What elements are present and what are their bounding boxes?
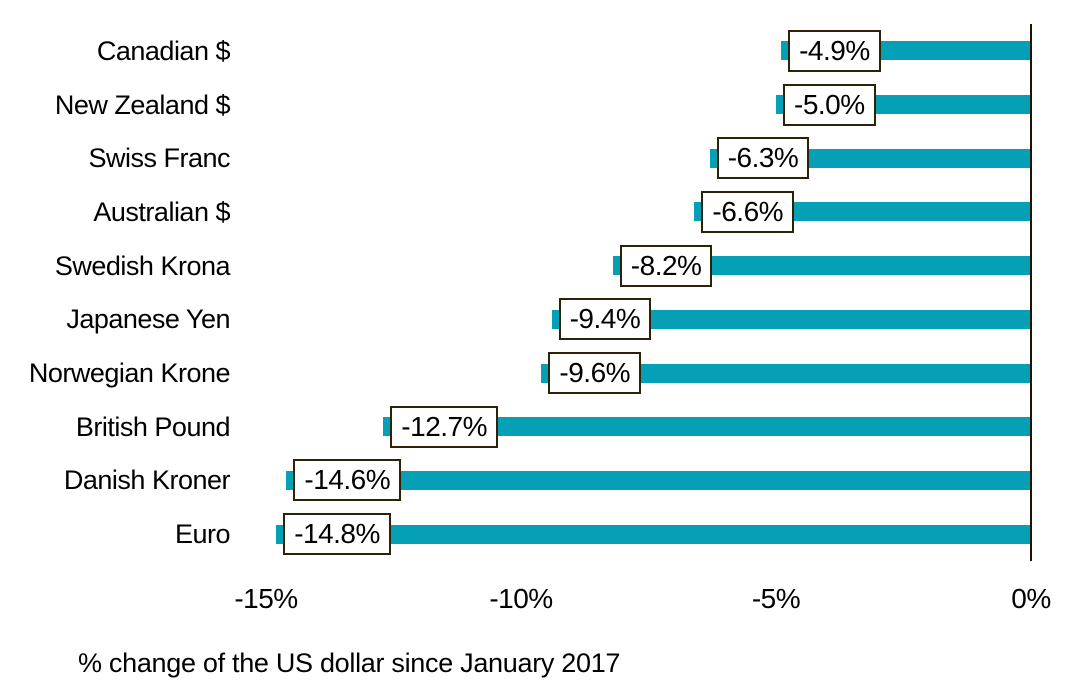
category-label: British Pound xyxy=(75,411,231,442)
value-label-box: -12.7% xyxy=(390,405,499,448)
value-label-box: -4.9% xyxy=(788,29,881,72)
value-label-box: -14.8% xyxy=(283,513,391,556)
category-label: Canadian $ xyxy=(96,35,231,66)
x-axis-tick-label: -5% xyxy=(751,583,801,614)
value-label-box: -8.2% xyxy=(619,244,713,287)
chart-caption: % change of the US dollar since January … xyxy=(78,648,621,678)
bar xyxy=(276,524,1031,544)
category-label: Australian $ xyxy=(93,196,230,227)
bar xyxy=(541,363,1031,383)
value-label-box: -6.3% xyxy=(716,137,810,180)
bar xyxy=(383,417,1031,437)
value-label-box: -9.6% xyxy=(548,352,642,395)
category-label: Euro xyxy=(174,519,231,550)
value-label-box: -6.6% xyxy=(701,190,795,233)
x-axis-tick-label: 0% xyxy=(1011,583,1051,614)
x-axis-tick-label: -15% xyxy=(234,583,298,614)
value-label-box: -5.0% xyxy=(783,83,876,126)
zero-axis-line xyxy=(1030,24,1032,561)
category-label: Japanese Yen xyxy=(66,304,230,335)
value-label-box: -14.6% xyxy=(293,459,402,502)
bar xyxy=(612,256,1031,276)
category-label: Swedish Krona xyxy=(54,250,231,281)
category-label: Norwegian Krone xyxy=(28,358,231,389)
category-label: Swiss Franc xyxy=(88,143,230,174)
value-label-box: -9.4% xyxy=(558,298,652,341)
x-axis-tick-label: -10% xyxy=(489,583,553,614)
bar xyxy=(551,309,1031,329)
category-label: Danish Kroner xyxy=(63,465,231,496)
bar xyxy=(286,470,1031,490)
category-label: New Zealand $ xyxy=(54,89,231,120)
